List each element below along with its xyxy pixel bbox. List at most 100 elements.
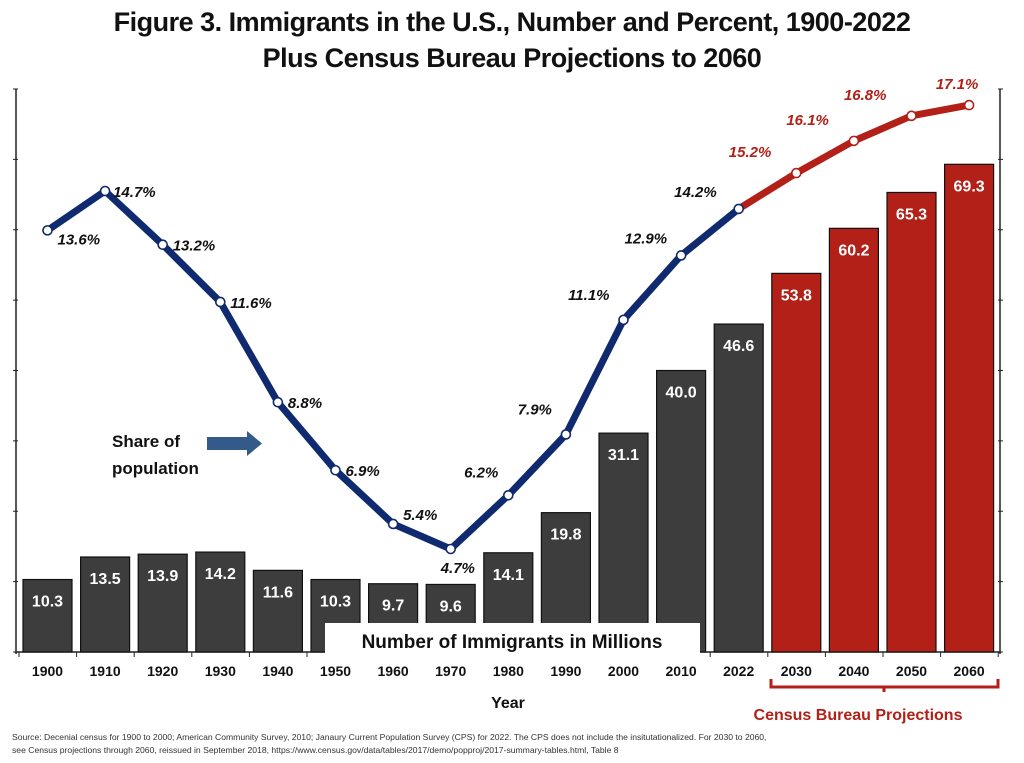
share-point-2000 bbox=[618, 314, 629, 326]
share-label-line-1: Share of bbox=[112, 432, 180, 451]
bar-value-label: 10.3 bbox=[320, 594, 351, 611]
share-value-label: 11.6% bbox=[230, 295, 271, 312]
share-label-line-2: population bbox=[112, 459, 199, 478]
projection-bracket: Census Bureau Projections bbox=[754, 679, 1000, 724]
share-point-2050 bbox=[906, 110, 917, 122]
bar-value-label: 14.2 bbox=[205, 566, 236, 583]
share-point-1940 bbox=[272, 396, 284, 408]
bar-2040 bbox=[828, 227, 880, 653]
share-value-label: 15.2% bbox=[729, 144, 772, 161]
share-point-1990 bbox=[560, 429, 572, 440]
x-tick-label: 2030 bbox=[781, 663, 812, 679]
bar-value-label: 46.6 bbox=[723, 338, 754, 355]
share-value-label: 6.2% bbox=[464, 464, 498, 481]
bar-1920 bbox=[137, 553, 188, 653]
share-value-label: 12.9% bbox=[625, 230, 668, 247]
bar-value-label: 40.0 bbox=[666, 385, 697, 402]
chart-title: Figure 3. Immigrants in the U.S., Number… bbox=[0, 4, 1024, 76]
x-tick-label: 1950 bbox=[320, 663, 351, 679]
share-value-label: 13.6% bbox=[58, 231, 101, 248]
bracket-shape bbox=[769, 679, 1000, 692]
x-tick-label: 1980 bbox=[493, 663, 524, 679]
bar-value-label: 65.3 bbox=[896, 206, 927, 223]
x-tick-label: 1970 bbox=[435, 663, 466, 679]
share-value-label: 16.8% bbox=[844, 87, 887, 104]
bar-series-label-box: Number of Immigrants in Millions bbox=[325, 623, 700, 657]
share-value-label: 6.9% bbox=[346, 463, 380, 480]
share-value-label: 7.9% bbox=[518, 401, 552, 418]
bar-value-label: 60.2 bbox=[838, 242, 869, 259]
source-note-line-1: Source: Decenial census for 1900 to 2000… bbox=[12, 732, 767, 742]
share-value-label: 4.7% bbox=[440, 560, 475, 577]
arrow-right-icon bbox=[207, 431, 262, 456]
bar-2050 bbox=[886, 191, 937, 653]
x-tick-label: 2022 bbox=[723, 663, 754, 679]
bar-value-label: 9.6 bbox=[440, 598, 462, 615]
share-value-label: 16.1% bbox=[786, 112, 829, 129]
share-point-1950 bbox=[330, 464, 341, 476]
bar-1900 bbox=[22, 578, 73, 653]
x-tick-label: 2040 bbox=[838, 663, 869, 679]
bar-series-label: Number of Immigrants in Millions bbox=[362, 632, 663, 653]
projection-label: Census Bureau Projections bbox=[754, 707, 963, 724]
x-axis-label: Year bbox=[491, 695, 525, 712]
share-point-1910 bbox=[99, 185, 111, 197]
share-value-label: 5.4% bbox=[403, 507, 437, 524]
bar-value-label: 13.5 bbox=[90, 571, 121, 588]
share-value-label: 8.8% bbox=[288, 395, 322, 412]
line-series: 13.6% 14.7% 13.2% 11.6% 8.8% 6.9% 5.4% 4.7% 6.2%… bbox=[42, 76, 979, 577]
share-value-label: 11.1% bbox=[568, 287, 609, 304]
bar-2000 bbox=[598, 432, 649, 653]
label-box-background bbox=[325, 623, 700, 657]
share-value-label: 14.2% bbox=[674, 184, 717, 201]
bar-2030 bbox=[771, 272, 822, 653]
share-point-1900 bbox=[42, 225, 53, 236]
bar-value-label: 9.7 bbox=[382, 598, 404, 615]
x-tick-label: 2060 bbox=[954, 663, 985, 679]
x-tick-labels: 1900 1910 1920 1930 1940 1950 1960 1970 1980 1990… bbox=[32, 663, 985, 679]
bar-2060 bbox=[943, 163, 995, 653]
share-point-2010 bbox=[675, 250, 687, 261]
x-tick-label: 1900 bbox=[32, 663, 63, 679]
x-tick-label: 1920 bbox=[147, 663, 178, 679]
share-point-2040 bbox=[848, 135, 860, 147]
x-tick-label: 2000 bbox=[608, 663, 639, 679]
share-point-2060 bbox=[963, 99, 975, 111]
bar-1910 bbox=[79, 556, 131, 653]
bar-1930 bbox=[195, 551, 246, 653]
bar-series: 10.3 13.5 13.9 14.2 11.6 10.3 9.7 9.6 14.1 19.8 31… bbox=[22, 163, 995, 653]
x-tick-label: 2050 bbox=[896, 663, 927, 679]
bar-2010 bbox=[655, 369, 707, 653]
bar-value-label: 53.8 bbox=[781, 287, 812, 304]
share-point-2030 bbox=[790, 167, 802, 179]
x-tick-label: 1960 bbox=[378, 663, 409, 679]
share-point-1960 bbox=[387, 518, 399, 530]
x-tick-label: 1940 bbox=[262, 663, 293, 679]
x-tick-label: 1910 bbox=[90, 663, 121, 679]
x-tick-label: 1990 bbox=[550, 663, 581, 679]
title-line-2: Plus Census Bureau Projections to 2060 bbox=[262, 43, 762, 73]
source-note-line-2: see Census projections through 2060, rei… bbox=[12, 745, 619, 755]
share-value-label: 13.2% bbox=[173, 238, 216, 255]
share-annotation: Share of population bbox=[112, 431, 262, 478]
bar-value-label: 69.3 bbox=[954, 178, 985, 195]
bar-value-label: 11.6 bbox=[263, 584, 293, 601]
bar-value-label: 13.9 bbox=[147, 568, 178, 585]
share-point-1930 bbox=[215, 296, 226, 308]
bar-value-label: 14.1 bbox=[493, 567, 524, 584]
x-tick-label: 1930 bbox=[205, 663, 236, 679]
share-value-label: 14.7% bbox=[113, 184, 156, 201]
title-line-1: Figure 3. Immigrants in the U.S., Number… bbox=[113, 7, 911, 37]
share-point-2022 bbox=[733, 203, 745, 215]
bar-value-label: 19.8 bbox=[550, 527, 581, 544]
x-tick-label: 2010 bbox=[666, 663, 697, 679]
bar-value-label: 10.3 bbox=[32, 594, 63, 611]
share-point-1970 bbox=[445, 543, 457, 555]
bar-2022 bbox=[713, 323, 764, 653]
share-point-1920 bbox=[157, 239, 168, 250]
bar-value-label: 31.1 bbox=[608, 447, 639, 464]
share-point-1980 bbox=[502, 489, 514, 501]
bar-1940 bbox=[252, 569, 303, 653]
share-value-label: 17.1% bbox=[936, 76, 979, 93]
